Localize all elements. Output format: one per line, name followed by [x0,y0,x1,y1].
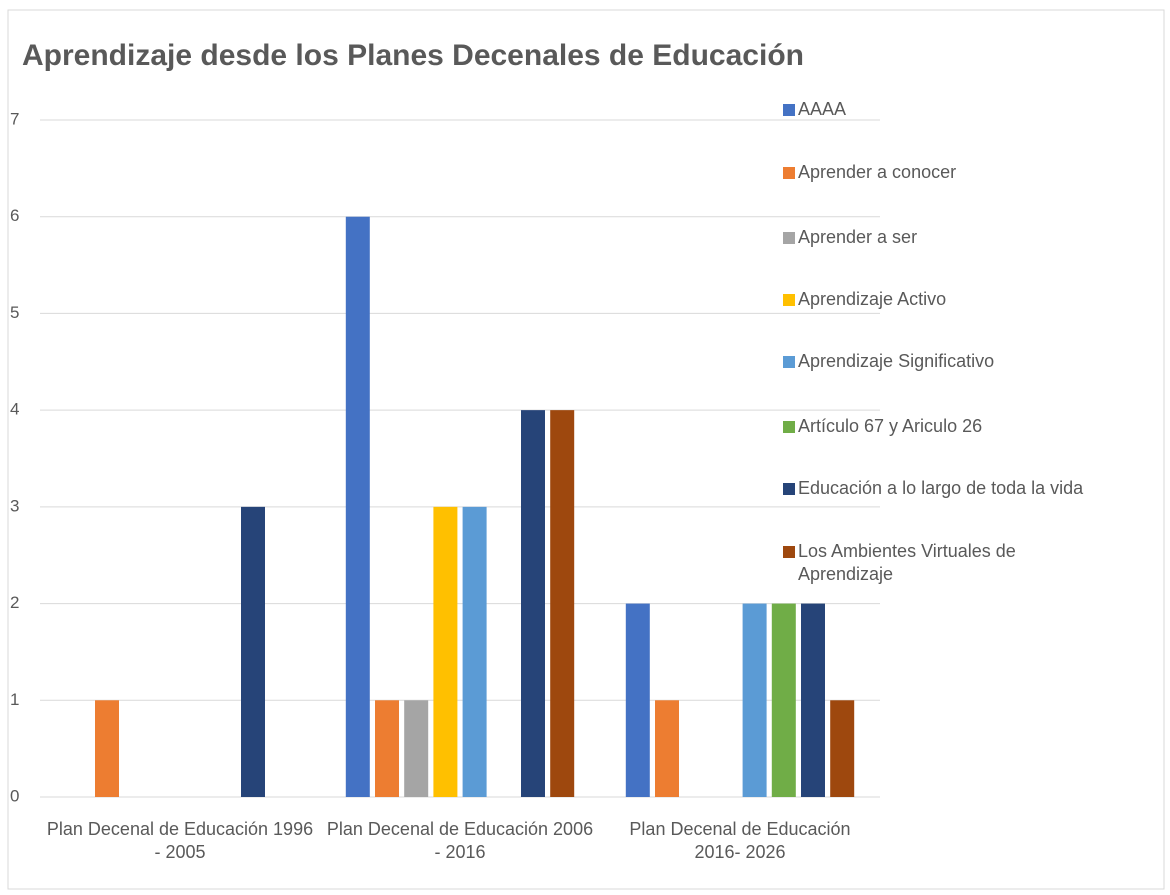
bar [345,216,370,797]
y-tick-label: 6 [10,206,19,225]
bar [404,700,429,797]
legend-swatch [783,483,795,495]
bar [550,410,575,797]
legend-label: Educación a lo largo de toda la vida [798,478,1084,498]
bar [742,603,767,797]
legend-label: AAAA [798,99,847,119]
chart-title: Aprendizaje desde los Planes Decenales d… [22,39,804,72]
bar [241,506,265,797]
y-tick-label: 1 [10,690,19,709]
legend-label: Artículo 67 y Ariculo 26 [798,416,983,436]
y-tick-label: 0 [10,786,19,805]
legend-swatch [783,421,795,433]
x-tick-label: Plan Decenal de Educación 2016- 2026 [629,819,851,862]
y-tick-label: 4 [10,400,19,419]
y-tick-label: 5 [10,303,19,322]
y-tick-label: 7 [10,109,19,128]
legend-label: Aprender a ser [798,227,918,247]
y-tick-label: 3 [10,496,19,515]
bar [462,506,487,797]
legend-swatch [783,232,795,244]
chart-frame [7,9,1165,890]
legend-label: Aprender a conocer [798,162,957,182]
legend-swatch [783,167,795,179]
bar [655,700,679,797]
x-tick-label: Plan Decenal de Educación 1996 - 2005 [46,819,314,862]
y-tick-label: 2 [10,593,19,612]
bar [375,700,399,797]
bar [95,700,119,797]
legend-swatch [783,546,795,558]
legend-label: Los Ambientes Virtuales de Aprendizaje [798,541,1016,584]
bar [801,603,825,797]
legend-swatch [783,356,795,368]
x-tick-label: Plan Decenal de Educación 2006 - 2016 [326,819,594,862]
bar [771,603,796,797]
bar [433,506,458,797]
bar [625,603,650,797]
legend-swatch [783,294,795,306]
legend-label: Aprendizaje Activo [798,289,947,309]
bar [521,410,545,797]
bar [830,700,855,797]
legend-swatch [783,104,795,116]
legend-label: Aprendizaje Significativo [798,351,995,371]
